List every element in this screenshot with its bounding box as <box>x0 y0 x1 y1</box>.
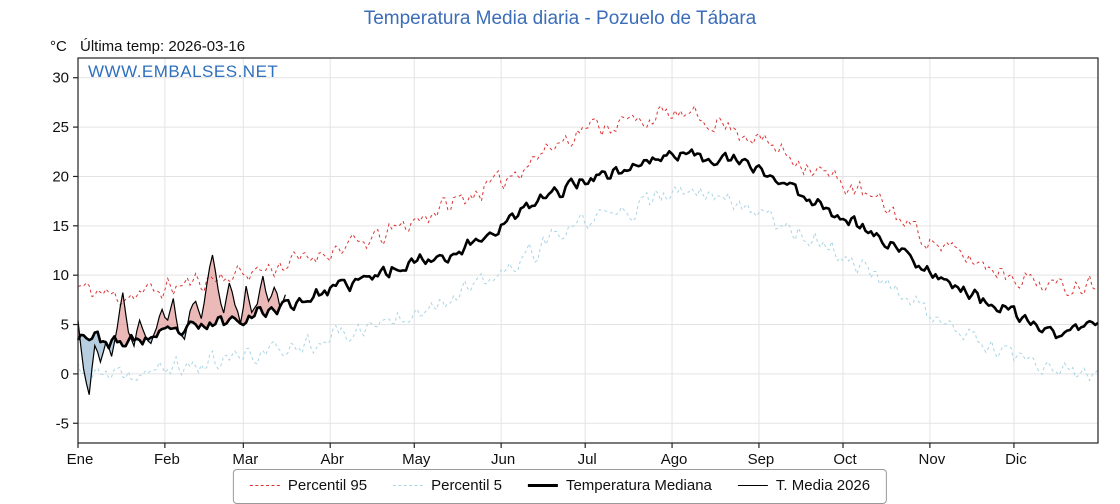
svg-text:-5: -5 <box>56 415 69 432</box>
media2026-line-icon <box>737 485 768 486</box>
svg-text:5: 5 <box>61 317 69 334</box>
svg-text:Ene: Ene <box>67 451 94 468</box>
svg-text:20: 20 <box>52 168 69 185</box>
chart-title: Temperatura Media diaria - Pozuelo de Tá… <box>363 8 757 29</box>
legend-label: Percentil 5 <box>431 477 502 494</box>
chart-legend: Percentil 95 Percentil 5 Temperatura Med… <box>232 469 888 504</box>
mediana-line-icon <box>527 484 558 487</box>
svg-text:Feb: Feb <box>154 451 180 468</box>
percentil5-line-icon <box>393 485 424 486</box>
svg-text:Dic: Dic <box>1005 451 1027 468</box>
svg-text:Ago: Ago <box>661 451 688 468</box>
svg-text:Oct: Oct <box>833 451 857 468</box>
legend-label: Percentil 95 <box>287 477 368 494</box>
svg-text:Sep: Sep <box>748 451 775 468</box>
svg-text:10: 10 <box>52 267 69 284</box>
svg-text:May: May <box>402 451 431 468</box>
svg-text:0: 0 <box>61 366 69 383</box>
legend-item-percentil95: Percentil 95 <box>249 477 368 494</box>
legend-item-mediana: Temperatura Mediana <box>527 477 712 494</box>
percentil95-line-icon <box>249 485 280 486</box>
legend-item-media2026: T. Media 2026 <box>737 477 871 494</box>
svg-text:Jun: Jun <box>491 451 515 468</box>
legend-item-percentil5: Percentil 5 <box>393 477 502 494</box>
svg-text:15: 15 <box>52 218 69 235</box>
svg-text:Jul: Jul <box>578 451 597 468</box>
svg-text:25: 25 <box>52 119 69 136</box>
svg-text:30: 30 <box>52 70 69 87</box>
last-temp-annotation: Última temp: 2026-03-16 <box>80 38 246 55</box>
svg-text:Abr: Abr <box>321 451 344 468</box>
watermark-text: WWW.EMBALSES.NET <box>88 62 279 81</box>
svg-text:Nov: Nov <box>919 451 946 468</box>
y-axis-unit-label: °C <box>50 38 67 55</box>
svg-text:Mar: Mar <box>232 451 258 468</box>
legend-label: T. Media 2026 <box>775 477 871 494</box>
legend-label: Temperatura Mediana <box>565 477 712 494</box>
